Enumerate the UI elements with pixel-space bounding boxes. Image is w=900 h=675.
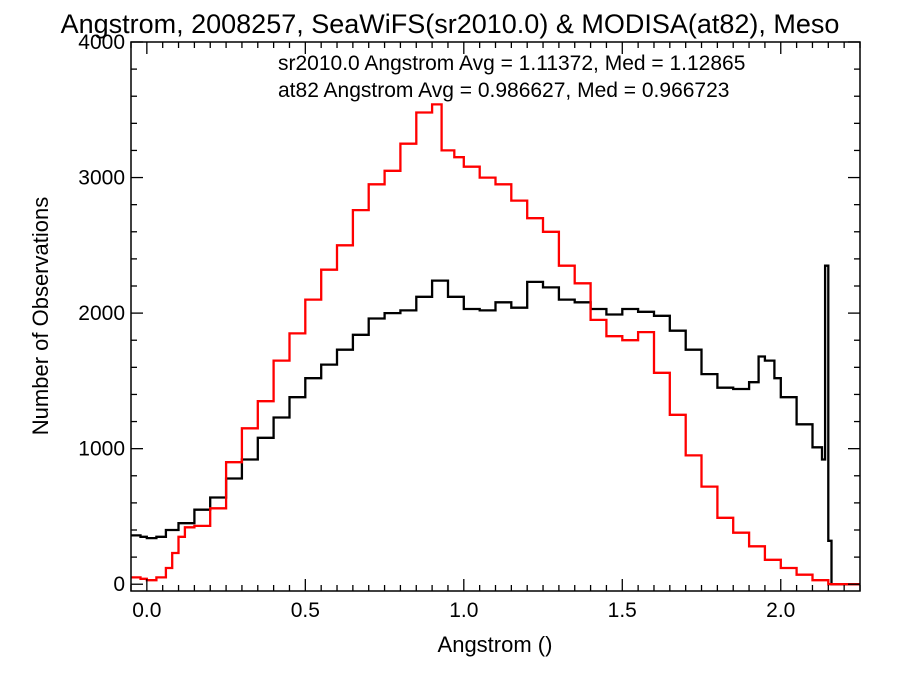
x-tick-label: 1.5: [608, 599, 637, 622]
y-tick-label: 3000: [78, 167, 125, 190]
series-line-black: [131, 264, 860, 586]
y-tick-label: 4000: [78, 31, 125, 54]
y-tick-label: 1000: [78, 438, 125, 461]
y-tick-label: 2000: [78, 302, 125, 325]
y-tick-label: 0: [113, 573, 125, 596]
plot-frame: [130, 41, 861, 592]
x-axis-label: Angstrom (): [438, 632, 553, 657]
legend-entry-black: sr2010.0 Angstrom Avg = 1.11372, Med = 1…: [278, 52, 745, 75]
y-axis-label: Number of Observations: [28, 197, 53, 435]
x-tick-label: 0.0: [132, 599, 161, 622]
x-tick-label: 1.0: [449, 599, 478, 622]
legend-entry-red: at82 Angstrom Avg = 0.986627, Med = 0.96…: [278, 79, 729, 102]
series-line-red: [131, 103, 860, 586]
x-tick-label: 0.5: [291, 599, 320, 622]
chart-title: Angstrom, 2008257, SeaWiFS(sr2010.0) & M…: [61, 9, 840, 39]
x-tick-label: 2.0: [766, 599, 795, 622]
